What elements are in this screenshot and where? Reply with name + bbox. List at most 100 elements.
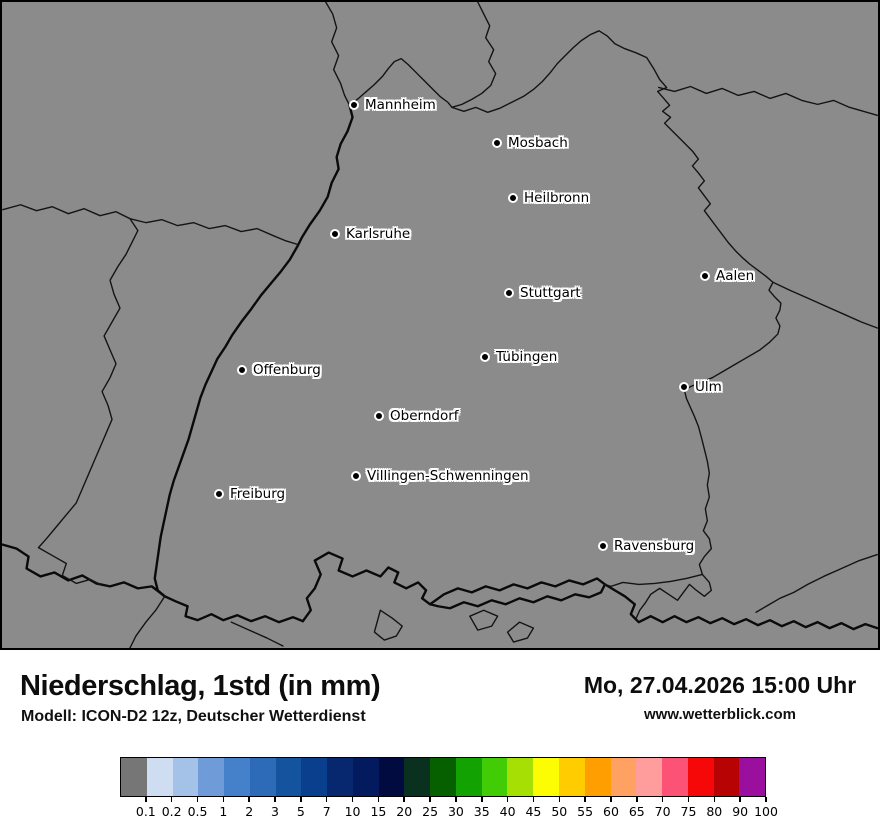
legend-tick-label: 15 (370, 804, 387, 819)
legend-tick (661, 797, 664, 802)
city-layer: Mannheim Mosbach Heilbronn Karlsruhe Aalen St… (2, 2, 878, 648)
legend-tick (739, 797, 741, 802)
legend-bar (120, 757, 766, 797)
legend-tick (532, 797, 535, 802)
legend-segment (327, 758, 353, 796)
city-label: Offenburg (253, 362, 321, 378)
city-dot (503, 287, 514, 298)
legend-segment (610, 758, 637, 796)
city-dot (329, 228, 340, 239)
legend-tick-label: 2 (245, 804, 254, 819)
border-lake-north-branch (604, 573, 704, 588)
legend-tick-label: 60 (603, 804, 619, 819)
city-dot (678, 381, 689, 392)
city-label: Mosbach (508, 135, 568, 151)
legend-tick-label: 7 (322, 804, 331, 819)
legend-tick-label: 0.5 (187, 804, 208, 819)
border-bavaria-east-branch (772, 281, 878, 329)
precipitation-legend: 0.1 0.2 0.5 1 2 3 5 7 10 15 20 25 30 35 40 45 50 55 60 65 70… (120, 757, 778, 819)
city-dot (479, 351, 490, 362)
page-title: Niederschlag, 1std (in mm) (20, 670, 381, 702)
legend-segment (636, 758, 663, 796)
legend-tick (765, 797, 767, 802)
legend-segment (275, 758, 302, 796)
legend-tick-label: 100 (754, 804, 778, 819)
city-label: Ravensburg (614, 538, 695, 554)
datetime-block: Mo, 27.04.2026 15:00 Uhr www.wetterblick… (560, 672, 880, 723)
legend-segment (378, 758, 405, 796)
city-dot (491, 137, 502, 148)
legend-segment (430, 758, 456, 796)
legend-tick-label: 0.2 (161, 804, 182, 819)
legend-tick-label: 80 (706, 804, 723, 819)
border-basel-south (129, 595, 166, 648)
legend-tick (196, 797, 199, 802)
city-label: Stuttgart (520, 285, 581, 301)
border-france-northwest (2, 204, 299, 246)
legend-segment (352, 758, 379, 796)
legend-tick-label: 70 (654, 804, 671, 819)
legend-tick (687, 797, 690, 802)
legend-segment (224, 758, 250, 796)
legend-segment (455, 758, 482, 796)
legend-segment (584, 758, 611, 796)
legend-tick (558, 797, 561, 802)
legend-segment (662, 758, 688, 796)
footer: Niederschlag, 1std (in mm) Modell: ICON-… (0, 650, 880, 830)
legend-tick (222, 797, 225, 802)
legend-tick (636, 797, 638, 802)
legend-tick (429, 797, 431, 802)
map-boundaries-svg (2, 2, 878, 648)
valid-datetime: Mo, 27.04.2026 15:00 Uhr (583, 672, 857, 698)
legend-tick (300, 797, 302, 802)
model-subtitle: Modell: ICON-D2 12z, Deutscher Wetterdie… (21, 708, 366, 725)
weather-map: Mannheim Mosbach Heilbronn Karlsruhe Aalen St… (0, 0, 880, 650)
city-label: Heilbronn (524, 190, 590, 206)
legend-segment (533, 758, 560, 796)
border-north-east-bavaria (348, 30, 782, 620)
border-swiss-detail-2 (469, 609, 499, 631)
city-dot (373, 410, 384, 421)
border-swiss-detail-1 (373, 609, 403, 641)
legend-tick (713, 797, 716, 802)
legend-tick (506, 797, 509, 802)
legend-segment (481, 758, 508, 796)
legend-segment (713, 758, 740, 796)
legend-tick (325, 797, 328, 802)
border-lake-constance (428, 577, 607, 610)
city-label: Aalen (716, 268, 755, 284)
city-label: Oberndorf (390, 408, 459, 424)
border-lake-north-shore (301, 551, 432, 623)
legend-tick-label: 10 (344, 804, 361, 819)
legend-tick-label: 35 (473, 804, 490, 819)
border-swiss-detail-4 (230, 621, 284, 647)
legend-segment (687, 758, 714, 796)
legend-segment (404, 758, 431, 796)
legend-tick-label: 20 (396, 804, 413, 819)
legend-tick-label: 3 (271, 804, 280, 819)
legend-segment (739, 758, 766, 796)
legend-segment (172, 758, 199, 796)
legend-tick-label: 50 (551, 804, 568, 819)
legend-segment (301, 758, 328, 796)
city-dot (236, 364, 247, 375)
legend-tick (145, 797, 147, 802)
legend-segment (507, 758, 534, 796)
border-france-south (37, 546, 103, 587)
legend-tick-label: 55 (577, 804, 594, 819)
border-austria-southeast (603, 583, 878, 631)
website-url: www.wetterblick.com (644, 706, 796, 723)
legend-segment (121, 758, 147, 796)
legend-segment (198, 758, 225, 796)
legend-tick-label: 25 (422, 804, 439, 819)
legend-tick (248, 797, 250, 802)
legend-tick-label: 0.1 (135, 804, 156, 819)
legend-segment (559, 758, 585, 796)
city-label: Mannheim (365, 97, 436, 113)
legend-tick (377, 797, 380, 802)
border-swiss-west (2, 543, 305, 624)
border-odenwald (451, 2, 497, 109)
city-label: Tübingen (496, 349, 558, 365)
city-dot (507, 192, 518, 203)
city-label: Villingen-Schwenningen (367, 468, 529, 484)
